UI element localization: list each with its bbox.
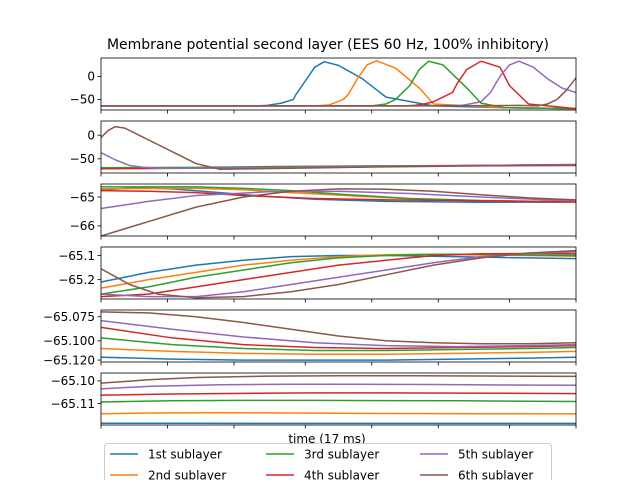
series-line-1 (101, 254, 576, 283)
legend-frame (104, 443, 552, 480)
panel-3-frame (100, 183, 577, 237)
panel-6-lines (101, 374, 576, 425)
panel-1: 0 −50 (70, 57, 577, 114)
legend-label-1: 1st sublayer (148, 447, 222, 461)
legend-label-2: 2nd sublayer (148, 468, 226, 480)
series-line-4 (101, 392, 576, 396)
y-tick-label: −65.100 (43, 334, 95, 348)
y-tick-label: −65.1 (58, 249, 95, 263)
panel-3-lines (101, 186, 576, 236)
y-tick-label: −65 (70, 190, 95, 204)
y-tick-label: 0 (87, 128, 95, 142)
panel-2-lines (101, 125, 576, 170)
series-line-2 (101, 347, 576, 356)
y-tick-label: −65.075 (43, 310, 95, 324)
series-line-6 (101, 249, 576, 299)
series-line-3 (101, 60, 576, 110)
panel-5-frame (100, 309, 577, 363)
panel-4: −65.1 −65.2 (58, 246, 577, 303)
series-line-2 (101, 60, 576, 110)
series-line-1 (101, 356, 576, 361)
y-tick-label: −65.120 (43, 353, 95, 367)
panel-1-frame (100, 57, 577, 111)
y-tick-label: −50 (70, 152, 95, 166)
panel-3: −65 −66 (70, 183, 577, 240)
series-line-6 (101, 311, 576, 345)
series-line-1 (101, 60, 576, 110)
y-tick-label: −50 (70, 93, 95, 107)
panel-5-lines (101, 311, 576, 361)
series-line-2 (101, 412, 576, 415)
series-line-6 (101, 188, 576, 236)
y-tick-label: −65.10 (51, 374, 95, 388)
y-tick-label: −65.11 (51, 397, 95, 411)
y-tick-label: −66 (70, 219, 95, 233)
legend-label-4: 4th sublayer (304, 468, 379, 480)
y-tick-label: 0 (87, 70, 95, 84)
x-axis-label: time (17 ms) (288, 432, 365, 446)
legend-label-3: 3rd sublayer (304, 447, 379, 461)
series-line-5 (101, 319, 576, 348)
panel-6-frame (100, 372, 577, 426)
series-line-3 (101, 337, 576, 352)
series-line-6 (101, 374, 576, 384)
panel-4-frame (100, 246, 577, 300)
panel-4-lines (101, 249, 576, 299)
panel-1-lines (101, 60, 576, 110)
series-line-3 (101, 253, 576, 295)
series-line-4 (101, 326, 576, 350)
series-line-3 (101, 399, 576, 403)
panel-2: 0 −50 (70, 120, 577, 177)
series-line-5 (101, 383, 576, 390)
legend-label-5: 5th sublayer (458, 447, 533, 461)
chart-title: Membrane potential second layer (EES 60 … (107, 37, 549, 53)
series-line-5 (101, 190, 576, 210)
panel-2-frame (100, 120, 577, 174)
series-line-4 (101, 189, 576, 203)
series-line-4 (101, 252, 576, 298)
legend: 1st sublayer 2nd sublayer 3rd sublayer 4th … (104, 443, 552, 480)
subplot-panels: 0−500−50−65−66−65.1−65.2−65.075−65.100−6… (43, 57, 577, 429)
y-tick-label: −65.2 (58, 273, 95, 287)
series-line-6 (101, 77, 576, 107)
legend-label-6: 6th sublayer (458, 468, 533, 480)
panel-6: −65.10 −65.11 (51, 372, 577, 429)
panel-5: −65.075 −65.100 −65.120 (43, 309, 577, 367)
series-line-6 (101, 125, 576, 170)
